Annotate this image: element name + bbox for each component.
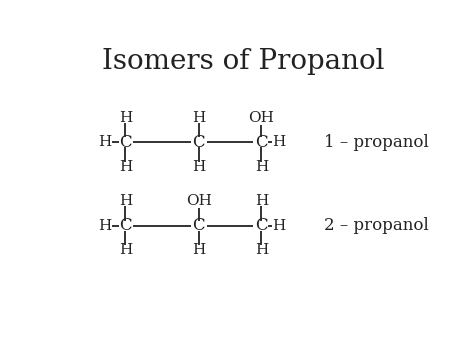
- Text: H: H: [192, 111, 205, 125]
- Text: C: C: [192, 134, 205, 151]
- Text: 2 – propanol: 2 – propanol: [324, 217, 428, 234]
- Text: H: H: [99, 219, 112, 233]
- Text: H: H: [272, 219, 285, 233]
- Text: C: C: [255, 134, 268, 151]
- Text: H: H: [255, 194, 268, 208]
- Text: C: C: [255, 217, 268, 234]
- Text: H: H: [119, 194, 132, 208]
- Text: H: H: [255, 243, 268, 257]
- Text: C: C: [192, 217, 205, 234]
- Text: H: H: [272, 135, 285, 149]
- Text: H: H: [99, 135, 112, 149]
- Text: Isomers of Propanol: Isomers of Propanol: [102, 48, 384, 75]
- Text: H: H: [119, 243, 132, 257]
- Text: OH: OH: [186, 194, 212, 208]
- Text: C: C: [119, 134, 132, 151]
- Text: H: H: [119, 111, 132, 125]
- Text: OH: OH: [248, 111, 274, 125]
- Text: H: H: [192, 243, 205, 257]
- Text: C: C: [119, 217, 132, 234]
- Text: H: H: [119, 160, 132, 174]
- Text: H: H: [192, 160, 205, 174]
- Text: 1 – propanol: 1 – propanol: [324, 134, 428, 151]
- Text: H: H: [255, 160, 268, 174]
